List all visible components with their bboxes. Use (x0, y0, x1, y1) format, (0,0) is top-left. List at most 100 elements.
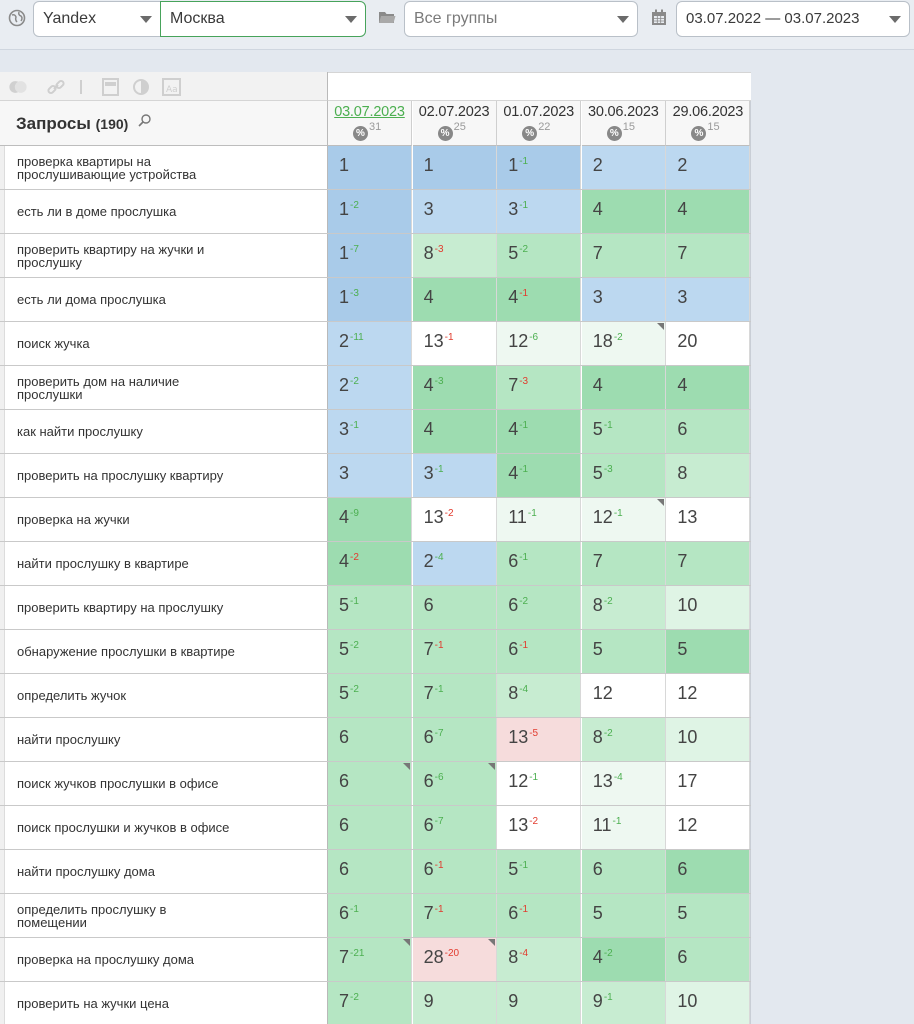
query-cell[interactable]: проверка на жучки (0, 498, 328, 541)
position-cell[interactable]: 5 (666, 630, 751, 673)
row-handle[interactable] (0, 366, 5, 409)
query-cell[interactable]: определить прослушку в помещении (0, 894, 328, 937)
position-cell[interactable]: 6 (412, 586, 497, 629)
position-cell[interactable]: 6 (328, 762, 412, 805)
position-cell[interactable]: 12 (581, 674, 666, 717)
position-cell[interactable]: 6-1 (412, 850, 497, 893)
position-cell[interactable]: 3-1 (497, 190, 582, 233)
position-cell[interactable]: 6 (666, 938, 751, 981)
query-cell[interactable]: проверка на прослушку дома (0, 938, 328, 981)
position-cell[interactable]: 3-1 (412, 454, 497, 497)
position-cell[interactable]: 8-4 (497, 938, 582, 981)
row-handle[interactable] (0, 718, 5, 761)
search-icon[interactable] (138, 114, 151, 127)
position-cell[interactable]: 4 (666, 190, 751, 233)
position-cell[interactable]: 13 (666, 498, 751, 541)
position-cell[interactable]: 7-21 (328, 938, 412, 981)
row-handle[interactable] (0, 234, 5, 277)
query-cell[interactable]: есть ли дома прослушка (0, 278, 328, 321)
position-cell[interactable]: 6 (328, 806, 412, 849)
position-cell[interactable]: 12-1 (581, 498, 666, 541)
group-select[interactable]: Все группы (404, 1, 638, 37)
position-cell[interactable]: 2-4 (412, 542, 497, 585)
query-cell[interactable]: проверить на жучки цена (0, 982, 328, 1024)
row-handle[interactable] (0, 762, 5, 805)
position-cell[interactable]: 7 (666, 234, 751, 277)
query-cell[interactable]: проверка квартиры на прослушивающие устр… (0, 146, 328, 189)
position-cell[interactable]: 6 (328, 718, 412, 761)
position-cell[interactable]: 6-7 (412, 806, 497, 849)
date-column-header[interactable]: 29.06.2023% 15 (666, 101, 751, 146)
position-cell[interactable]: 5 (581, 894, 666, 937)
position-cell[interactable]: 5-2 (328, 674, 412, 717)
row-handle[interactable] (0, 498, 5, 541)
position-cell[interactable]: 5-1 (581, 410, 666, 453)
position-cell[interactable]: 4 (412, 410, 497, 453)
position-cell[interactable]: 2 (581, 146, 666, 189)
position-cell[interactable]: 4-2 (581, 938, 666, 981)
position-cell[interactable]: 5-1 (328, 586, 412, 629)
position-cell[interactable]: 3 (581, 278, 666, 321)
position-cell[interactable]: 13-4 (581, 762, 666, 805)
position-cell[interactable]: 7-3 (497, 366, 582, 409)
query-cell[interactable]: поиск жучка (0, 322, 328, 365)
position-cell[interactable]: 7-2 (328, 982, 412, 1024)
position-cell[interactable]: 1 (328, 146, 412, 189)
position-cell[interactable]: 1-2 (328, 190, 412, 233)
queries-column-header[interactable]: Запросы (190) (0, 101, 328, 146)
position-cell[interactable]: 7 (581, 542, 666, 585)
position-cell[interactable]: 5-1 (497, 850, 582, 893)
position-cell[interactable]: 6-2 (497, 586, 582, 629)
position-cell[interactable]: 3-1 (328, 410, 412, 453)
position-cell[interactable]: 6-7 (412, 718, 497, 761)
position-cell[interactable]: 6 (328, 850, 412, 893)
row-handle[interactable] (0, 850, 5, 893)
date-column-header[interactable]: 30.06.2023% 15 (581, 101, 666, 146)
contrast-icon[interactable] (131, 78, 151, 96)
row-handle[interactable] (0, 454, 5, 497)
position-cell[interactable]: 5 (581, 630, 666, 673)
query-cell[interactable]: обнаружение прослушки в квартире (0, 630, 328, 673)
position-cell[interactable]: 12-6 (497, 322, 582, 365)
position-cell[interactable]: 7 (666, 542, 751, 585)
query-cell[interactable]: есть ли в доме прослушка (0, 190, 328, 233)
link-icon[interactable] (46, 78, 66, 96)
position-cell[interactable]: 5-3 (581, 454, 666, 497)
row-handle[interactable] (0, 190, 5, 233)
position-cell[interactable]: 4 (581, 190, 666, 233)
row-handle[interactable] (0, 586, 5, 629)
position-cell[interactable]: 5-2 (328, 630, 412, 673)
position-cell[interactable]: 28-20 (412, 938, 497, 981)
position-cell[interactable]: 9-1 (581, 982, 666, 1024)
column-icon[interactable] (101, 78, 121, 96)
row-handle[interactable] (0, 542, 5, 585)
position-cell[interactable]: 6 (581, 850, 666, 893)
globe-icon[interactable] (8, 9, 26, 27)
position-cell[interactable]: 9 (497, 982, 582, 1024)
position-cell[interactable]: 11-1 (581, 806, 666, 849)
font-size-icon[interactable]: Aa (162, 78, 182, 96)
query-cell[interactable]: найти прослушку дома (0, 850, 328, 893)
position-cell[interactable]: 8-4 (497, 674, 582, 717)
position-cell[interactable]: 6 (666, 850, 751, 893)
query-cell[interactable]: поиск жучков прослушки в офисе (0, 762, 328, 805)
position-cell[interactable]: 8-3 (412, 234, 497, 277)
region-select[interactable]: Москва (160, 1, 366, 37)
position-cell[interactable]: 6-1 (497, 894, 582, 937)
toggle-icon[interactable] (8, 78, 28, 96)
position-cell[interactable]: 4 (581, 366, 666, 409)
position-cell[interactable]: 13-5 (497, 718, 582, 761)
row-handle[interactable] (0, 146, 5, 189)
position-cell[interactable]: 4-2 (328, 542, 412, 585)
row-handle[interactable] (0, 410, 5, 453)
position-cell[interactable]: 6-1 (497, 542, 582, 585)
query-cell[interactable]: проверить на прослушку квартиру (0, 454, 328, 497)
date-column-header[interactable]: 01.07.2023% 22 (497, 101, 582, 146)
position-cell[interactable]: 4-1 (497, 454, 582, 497)
position-cell[interactable]: 7 (581, 234, 666, 277)
position-cell[interactable]: 4-1 (497, 410, 582, 453)
row-handle[interactable] (0, 938, 5, 981)
position-cell[interactable]: 8 (666, 454, 751, 497)
position-cell[interactable]: 9 (412, 982, 497, 1024)
position-cell[interactable]: 8-2 (581, 586, 666, 629)
